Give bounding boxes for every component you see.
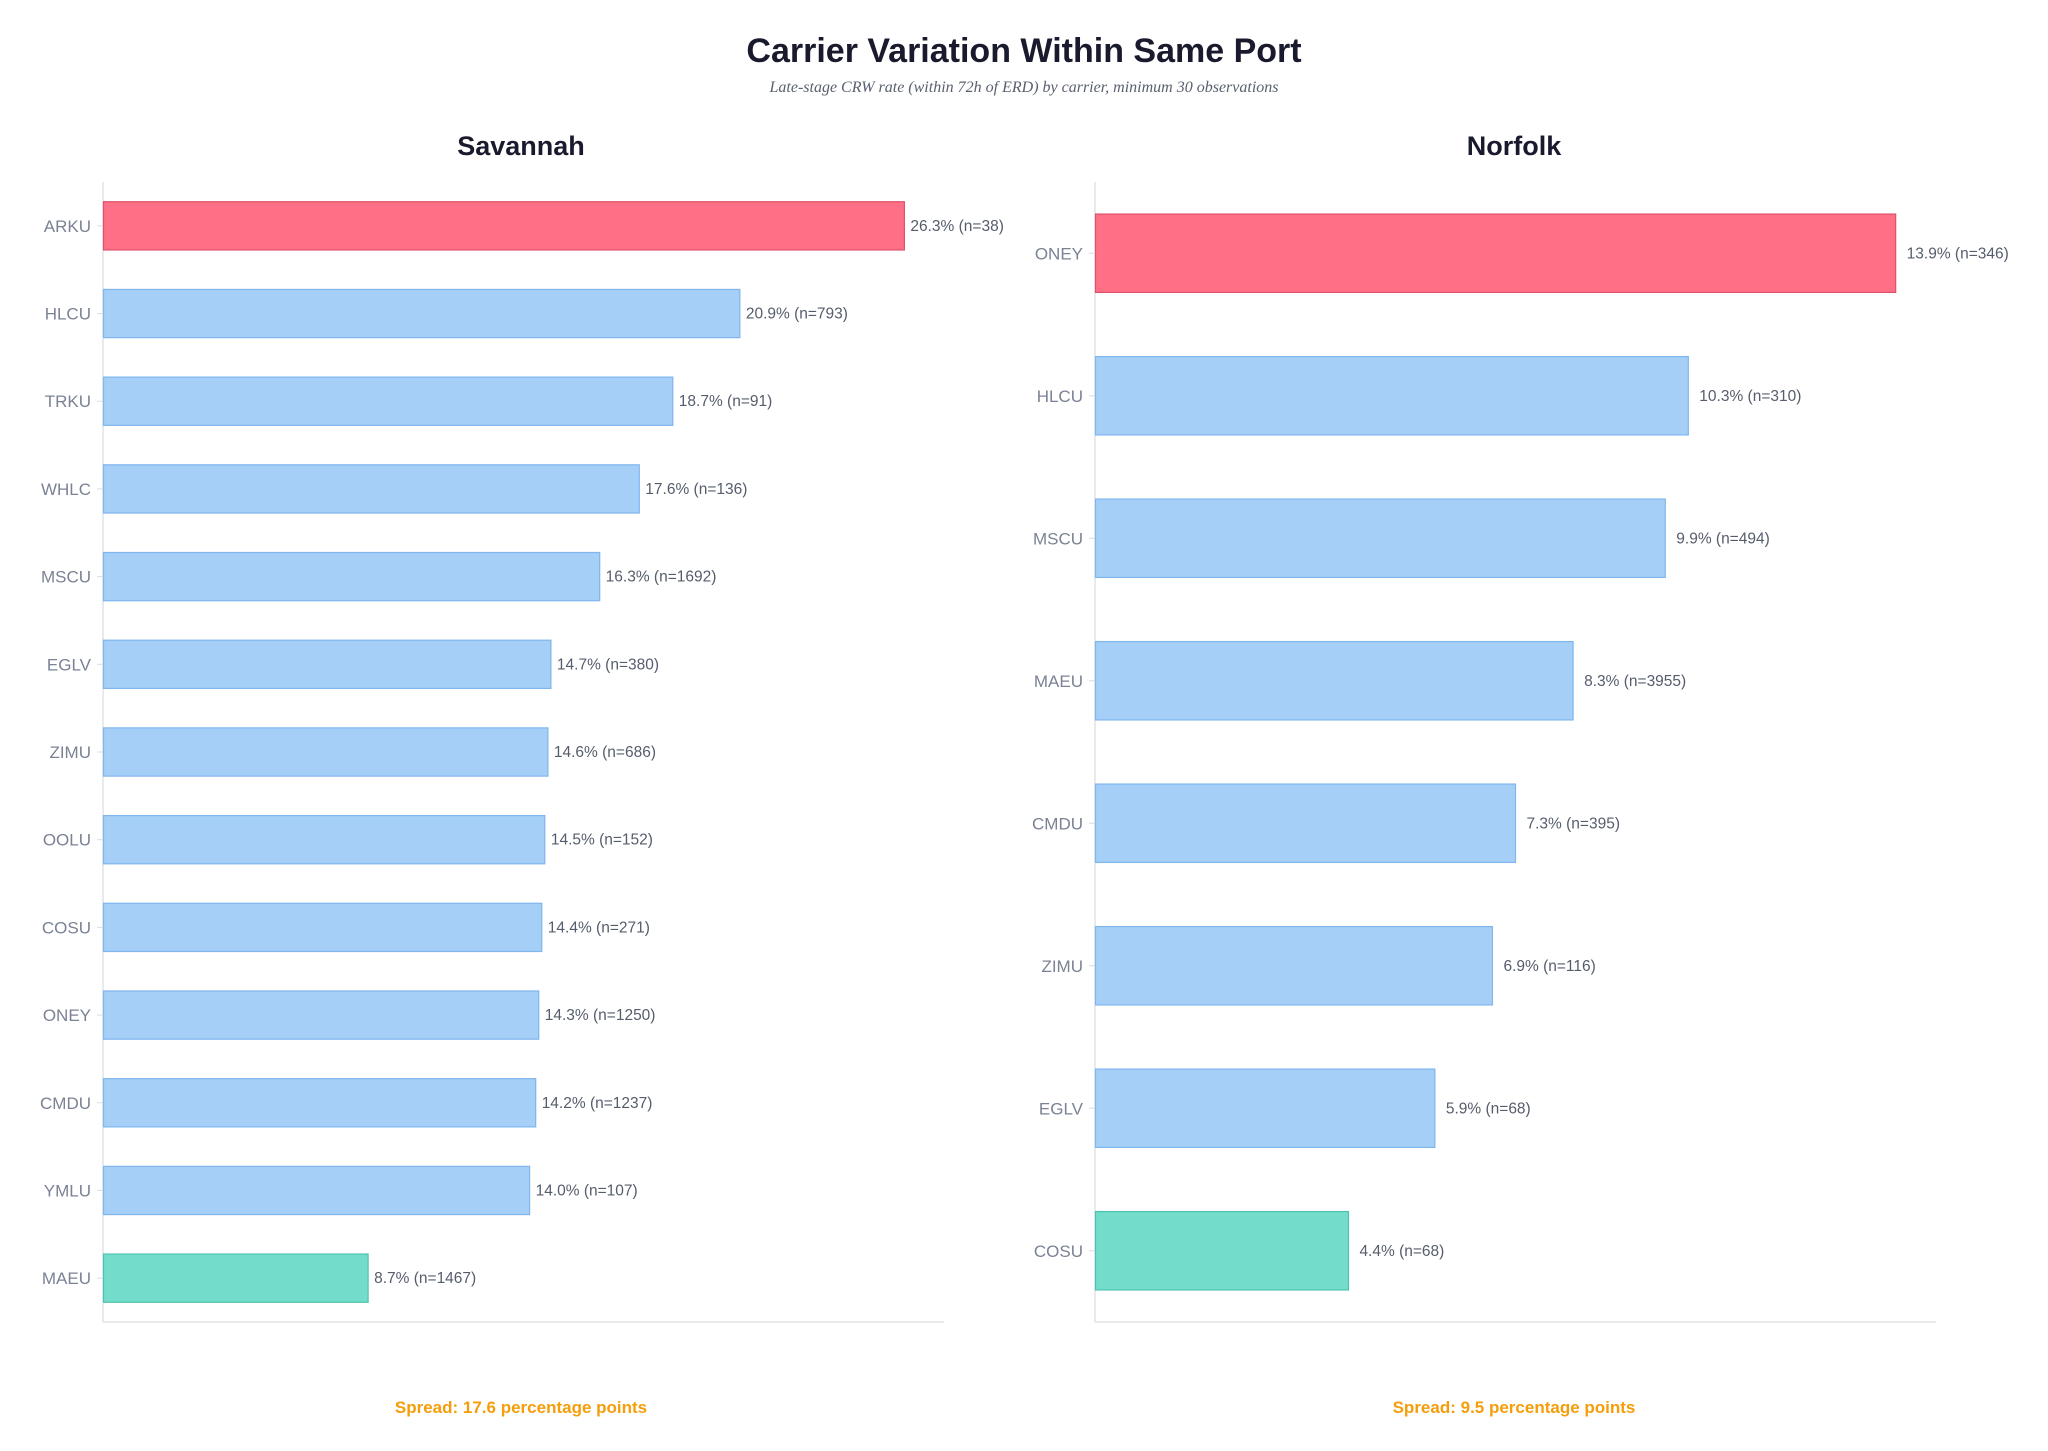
norfolk-bar-cmdu xyxy=(1094,783,1517,864)
savannah-data-label: 14.2% (n=1237) xyxy=(542,1095,653,1112)
savannah-tick-label: ONEY xyxy=(43,1006,91,1025)
spread-note-savannah: Spread: 17.6 percentage points xyxy=(395,1398,647,1417)
savannah-data-label: 18.7% (n=91) xyxy=(679,393,773,410)
savannah-bar-highest-arku xyxy=(102,201,905,251)
norfolk-data-label: 10.3% (n=310) xyxy=(1699,388,1801,405)
norfolk-tick-label: COSU xyxy=(1034,1242,1083,1261)
savannah-bar-whlc xyxy=(102,464,640,514)
savannah-tick-label: ZIMU xyxy=(49,743,91,762)
savannah-tick-label: ARKU xyxy=(44,217,91,236)
savannah-bar-lowest-maeu xyxy=(102,1253,369,1303)
savannah-tick-label: CMDU xyxy=(40,1094,91,1113)
savannah-data-label: 14.6% (n=686) xyxy=(554,744,656,761)
norfolk-data-label: 6.9% (n=116) xyxy=(1503,958,1595,975)
savannah-bar-oolu xyxy=(102,814,546,865)
spread-note-norfolk: Spread: 9.5 percentage points xyxy=(1393,1398,1636,1417)
savannah-bar-zimu xyxy=(102,727,549,777)
savannah-panel: Savannah ARKU 26.3% (n=38) HLCU 20.9% (n=79… xyxy=(40,131,1004,1417)
panel-title-norfolk: Norfolk xyxy=(1467,131,1562,161)
savannah-bar-trku xyxy=(102,376,674,426)
norfolk-data-label: 13.9% (n=346) xyxy=(1907,245,2009,262)
norfolk-tick-label: ZIMU xyxy=(1041,957,1083,976)
savannah-tick-label: MSCU xyxy=(41,568,91,587)
savannah-data-label: 17.6% (n=136) xyxy=(645,481,747,498)
savannah-data-label: 14.3% (n=1250) xyxy=(545,1007,656,1024)
savannah-data-label: 20.9% (n=793) xyxy=(746,306,848,323)
chart-title: Carrier Variation Within Same Port xyxy=(746,32,1301,70)
savannah-data-label: 14.0% (n=107) xyxy=(536,1182,638,1199)
savannah-bar-cosu xyxy=(102,902,543,953)
norfolk-data-label: 8.3% (n=3955) xyxy=(1584,673,1686,690)
savannah-data-label: 14.7% (n=380) xyxy=(557,656,659,673)
chart-subtitle: Late-stage CRW rate (within 72h of ERD) … xyxy=(769,79,1279,96)
panel-title-savannah: Savannah xyxy=(457,131,585,161)
savannah-data-label: 16.3% (n=1692) xyxy=(606,569,717,586)
savannah-tick-label: WHLC xyxy=(41,480,91,499)
savannah-bar-eglv xyxy=(102,639,552,690)
norfolk-tick-label: MSCU xyxy=(1033,529,1083,548)
savannah-tick-label: COSU xyxy=(42,918,91,937)
savannah-data-label: 14.5% (n=152) xyxy=(551,832,653,849)
norfolk-bar-maeu xyxy=(1094,640,1574,721)
savannah-bar-hlcu xyxy=(102,288,741,339)
savannah-data-label: 8.7% (n=1467) xyxy=(374,1270,476,1287)
savannah-bar-cmdu xyxy=(102,1078,537,1128)
norfolk-bar-lowest-cosu xyxy=(1094,1210,1350,1291)
savannah-bar-mscu xyxy=(102,551,601,602)
norfolk-bar-eglv xyxy=(1094,1068,1436,1149)
norfolk-data-label: 4.4% (n=68) xyxy=(1359,1243,1444,1260)
norfolk-bar-highest-oney xyxy=(1094,213,1897,294)
norfolk-tick-label: ONEY xyxy=(1035,244,1083,263)
savannah-data-label: 14.4% (n=271) xyxy=(548,919,650,936)
savannah-tick-label: TRKU xyxy=(45,392,91,411)
norfolk-bar-zimu xyxy=(1094,925,1494,1006)
savannah-bar-ymlu xyxy=(102,1165,531,1216)
savannah-data-label: 26.3% (n=38) xyxy=(910,218,1004,235)
savannah-bar-oney xyxy=(102,990,540,1040)
savannah-marks: ARKU 26.3% (n=38) HLCU 20.9% (n=793) TRKU 18.… xyxy=(40,182,1004,1323)
norfolk-tick-label: MAEU xyxy=(1034,672,1083,691)
norfolk-panel: Norfolk ONEY 13.9% (n=346) HLCU 10.3% (n=31… xyxy=(1032,131,2009,1417)
norfolk-data-label: 5.9% (n=68) xyxy=(1446,1100,1531,1117)
norfolk-tick-label: EGLV xyxy=(1039,1099,1084,1118)
norfolk-data-label: 7.3% (n=395) xyxy=(1527,815,1621,832)
savannah-tick-label: HLCU xyxy=(45,305,91,324)
norfolk-tick-label: CMDU xyxy=(1032,814,1083,833)
savannah-tick-label: MAEU xyxy=(42,1269,91,1288)
savannah-tick-label: OOLU xyxy=(43,831,91,850)
savannah-tick-label: EGLV xyxy=(47,655,92,674)
norfolk-data-label: 9.9% (n=494) xyxy=(1676,530,1770,547)
norfolk-bar-hlcu xyxy=(1094,355,1689,436)
savannah-tick-label: YMLU xyxy=(44,1181,91,1200)
norfolk-marks: ONEY 13.9% (n=346) HLCU 10.3% (n=310) MSCU 9.… xyxy=(1032,182,2009,1323)
norfolk-tick-label: HLCU xyxy=(1037,387,1083,406)
norfolk-bar-mscu xyxy=(1094,498,1666,579)
